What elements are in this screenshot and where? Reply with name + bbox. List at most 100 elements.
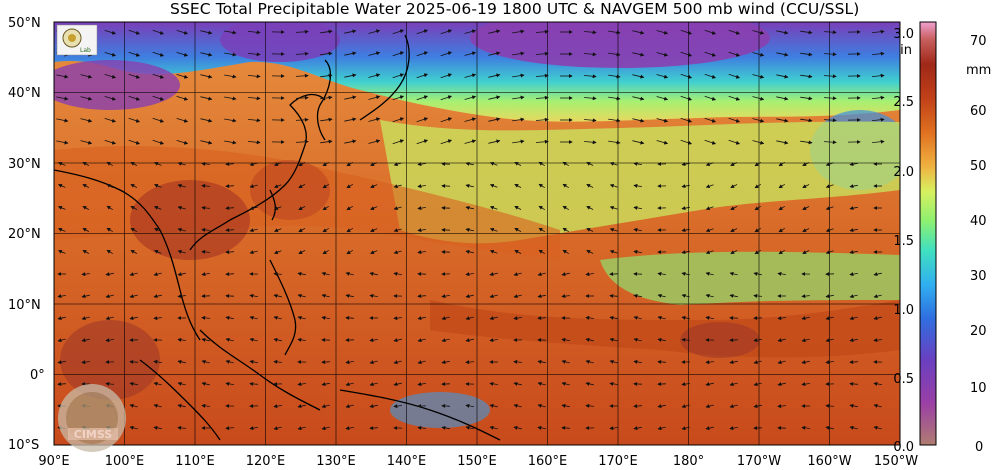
wind-arrow [370,206,378,210]
wind-arrow [609,227,618,232]
wind-arrow [320,117,333,122]
wind-arrow [585,337,594,342]
wind-arrow [128,73,141,79]
svg-text:Lab: Lab [80,47,91,54]
wind-arrow [657,359,667,364]
wind-arrow [177,183,186,188]
wind-arrow [152,29,165,35]
wind-arrow [273,337,282,342]
wind-arrow [416,117,429,123]
wind-arrow [321,382,330,387]
wind-arrow [872,73,885,78]
wind-arrow [297,426,306,431]
lon-label: 120°E [246,454,286,469]
wind-arrow [105,272,114,277]
wind-arrow [416,95,429,101]
wind-arrow [729,426,738,431]
wind-arrow [537,316,547,321]
wind-arrow [778,183,786,189]
wind-arrow [346,183,354,189]
wind-arrow [104,52,117,57]
wind-arrow [295,29,309,34]
wind-arrow [873,316,882,321]
wind-arrow [273,426,282,431]
wind-arrow [657,293,666,298]
wind-arrow [297,293,306,298]
wind-arrow [562,161,570,167]
wind-arrow [823,74,837,79]
wind-arrow [489,425,498,430]
wind-arrow [393,250,402,255]
wind-arrow [753,404,762,409]
wind-arrow [368,51,381,56]
wind-arrow [106,227,114,233]
wind-arrow [224,118,237,123]
wind-arrow [681,206,690,211]
wind-arrow [369,382,378,387]
wind-arrow [754,161,762,167]
wind-arrow [201,249,211,254]
wind-arrow [512,29,525,34]
wind-arrow [249,337,258,342]
wind-arrow [176,140,189,145]
wind-arrow [489,205,498,210]
wind-arrow [201,272,210,277]
wind-arrow [825,250,834,255]
wind-arrow [538,227,546,233]
wind-arrow [56,118,69,123]
wind-arrow [368,73,381,78]
cimss-logo-text: CIMSS [74,428,113,441]
svg-text:10: 10 [970,381,987,396]
wind-arrow [609,426,618,431]
wind-arrow [728,117,741,123]
wind-arrow [776,52,789,57]
wind-arrow [273,315,282,320]
wind-arrow [849,338,858,343]
wind-arrow [514,228,522,232]
wind-arrow [535,117,549,122]
wind-arrow [849,294,858,299]
svg-text:0.5: 0.5 [893,372,914,387]
wind-arrow [128,95,141,101]
wind-arrow [80,74,93,79]
wind-arrow [849,381,859,386]
lon-label: 160°E [528,454,568,469]
wind-arrow [441,294,450,299]
wind-arrow [656,74,669,79]
wind-arrow [802,162,810,166]
wind-arrow [512,73,525,78]
wind-arrow [535,73,549,78]
wind-arrow [57,360,66,365]
wind-arrow [297,382,306,387]
wind-arrow [729,271,738,276]
wind-arrow [153,250,162,254]
wind-arrow [608,140,621,145]
wind-arrow [776,96,789,101]
wind-arrow [464,139,477,144]
wind-arrow [657,271,666,276]
wind-arrow [681,404,690,409]
wind-arrow [82,184,90,188]
lat-label: 0° [30,368,45,383]
wind-arrow [562,227,570,233]
wind-arrow [873,338,882,343]
wind-arrow [608,96,621,101]
wind-arrow [681,382,690,387]
wind-arrow [729,382,738,387]
svg-text:0: 0 [975,440,983,455]
svg-text:2.0: 2.0 [893,165,914,180]
wind-arrow [465,316,474,321]
wind-arrow [609,359,618,364]
wind-arrow [370,162,378,166]
wind-arrow [561,272,570,277]
wind-arrow [225,315,234,320]
wind-arrow [681,315,690,320]
ssec-logo: Lab [56,24,98,56]
wind-arrow [440,117,453,123]
wind-arrow [249,381,259,386]
wind-arrow [177,205,186,210]
wind-arrow [489,294,498,299]
wind-arrow [537,381,546,386]
wind-arrow [657,404,666,409]
